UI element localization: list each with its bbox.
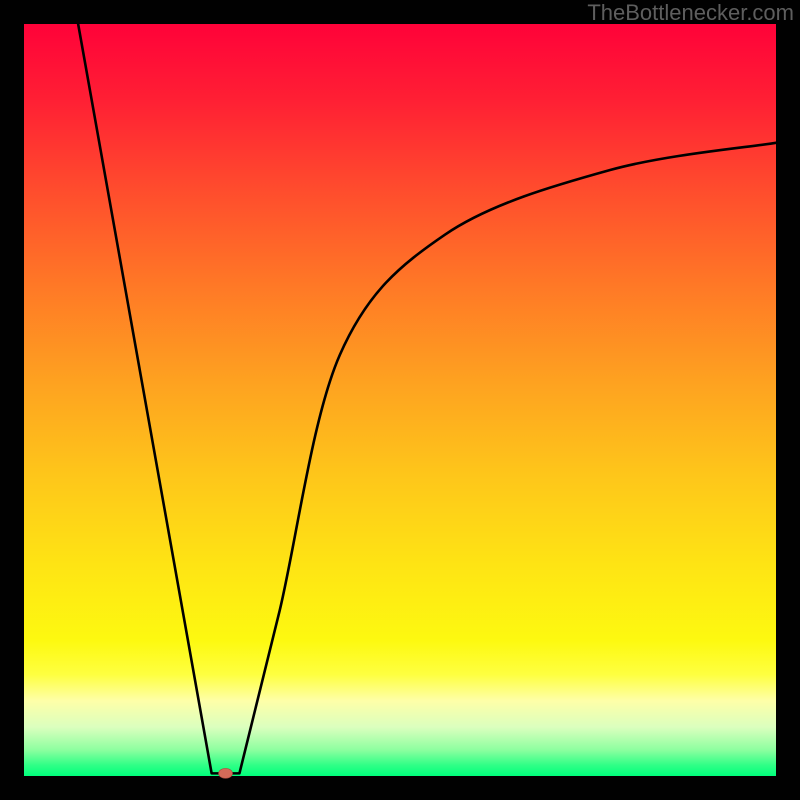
- optimal-point-marker: [219, 768, 233, 778]
- chart-gradient-background: [24, 24, 776, 776]
- watermark-text: TheBottlenecker.com: [587, 0, 794, 26]
- bottleneck-chart: [0, 0, 800, 800]
